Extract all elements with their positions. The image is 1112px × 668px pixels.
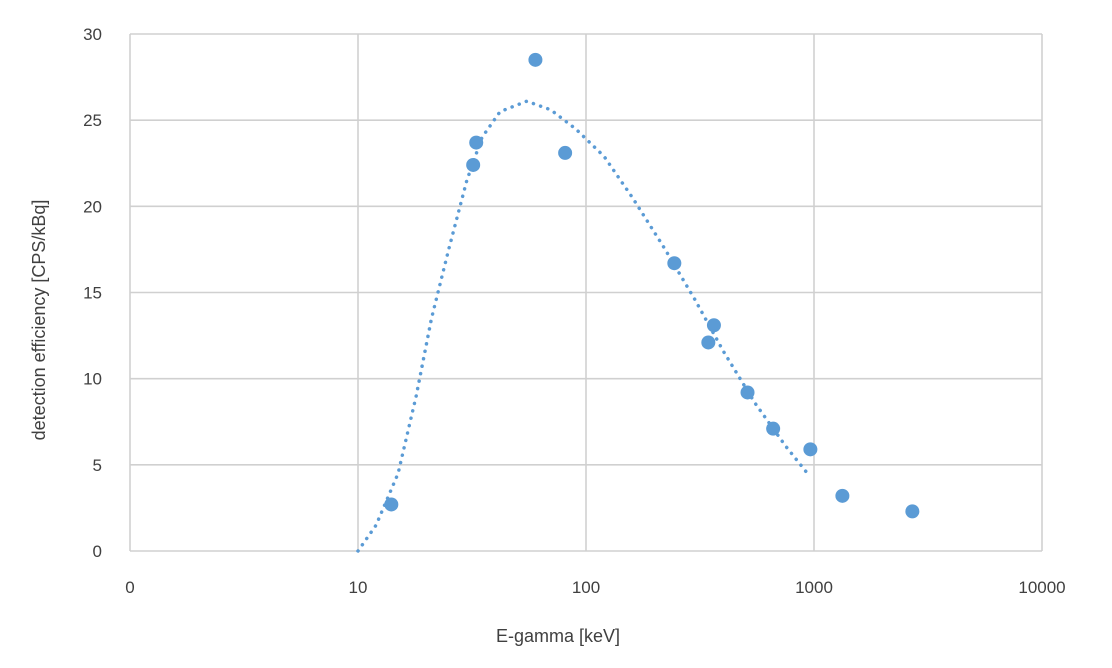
data-point xyxy=(803,442,818,457)
y-tick-labels: 0 5 10 15 20 25 30 xyxy=(83,25,102,561)
data-point xyxy=(706,318,721,333)
y-tick-label: 0 xyxy=(93,542,102,561)
gridlines xyxy=(129,33,1043,552)
data-point xyxy=(701,335,716,350)
data-point xyxy=(740,385,755,400)
data-point xyxy=(384,497,399,512)
data-point xyxy=(558,145,573,160)
y-tick-label: 25 xyxy=(83,111,102,130)
y-tick-label: 20 xyxy=(83,197,102,216)
data-point xyxy=(905,504,920,519)
y-tick-label: 15 xyxy=(83,284,102,303)
x-tick-label: 10000 xyxy=(1018,578,1065,597)
y-axis-title: detection efficiency [CPS/kBq] xyxy=(29,200,49,441)
x-tick-label: 0 xyxy=(125,578,134,597)
y-tick-label: 5 xyxy=(93,456,102,475)
data-point xyxy=(667,256,682,271)
y-tick-label: 30 xyxy=(83,25,102,44)
x-tick-label: 10 xyxy=(349,578,368,597)
data-point xyxy=(466,157,481,172)
data-point xyxy=(766,421,781,436)
data-point xyxy=(528,52,543,67)
data-points xyxy=(384,52,920,519)
data-point xyxy=(835,488,850,503)
data-point xyxy=(469,135,484,150)
x-tick-label: 100 xyxy=(572,578,600,597)
y-tick-label: 10 xyxy=(83,370,102,389)
x-tick-labels: 0 10 100 1000 10000 xyxy=(125,578,1065,597)
x-axis-title: E-gamma [keV] xyxy=(496,626,620,646)
x-tick-label: 1000 xyxy=(795,578,833,597)
